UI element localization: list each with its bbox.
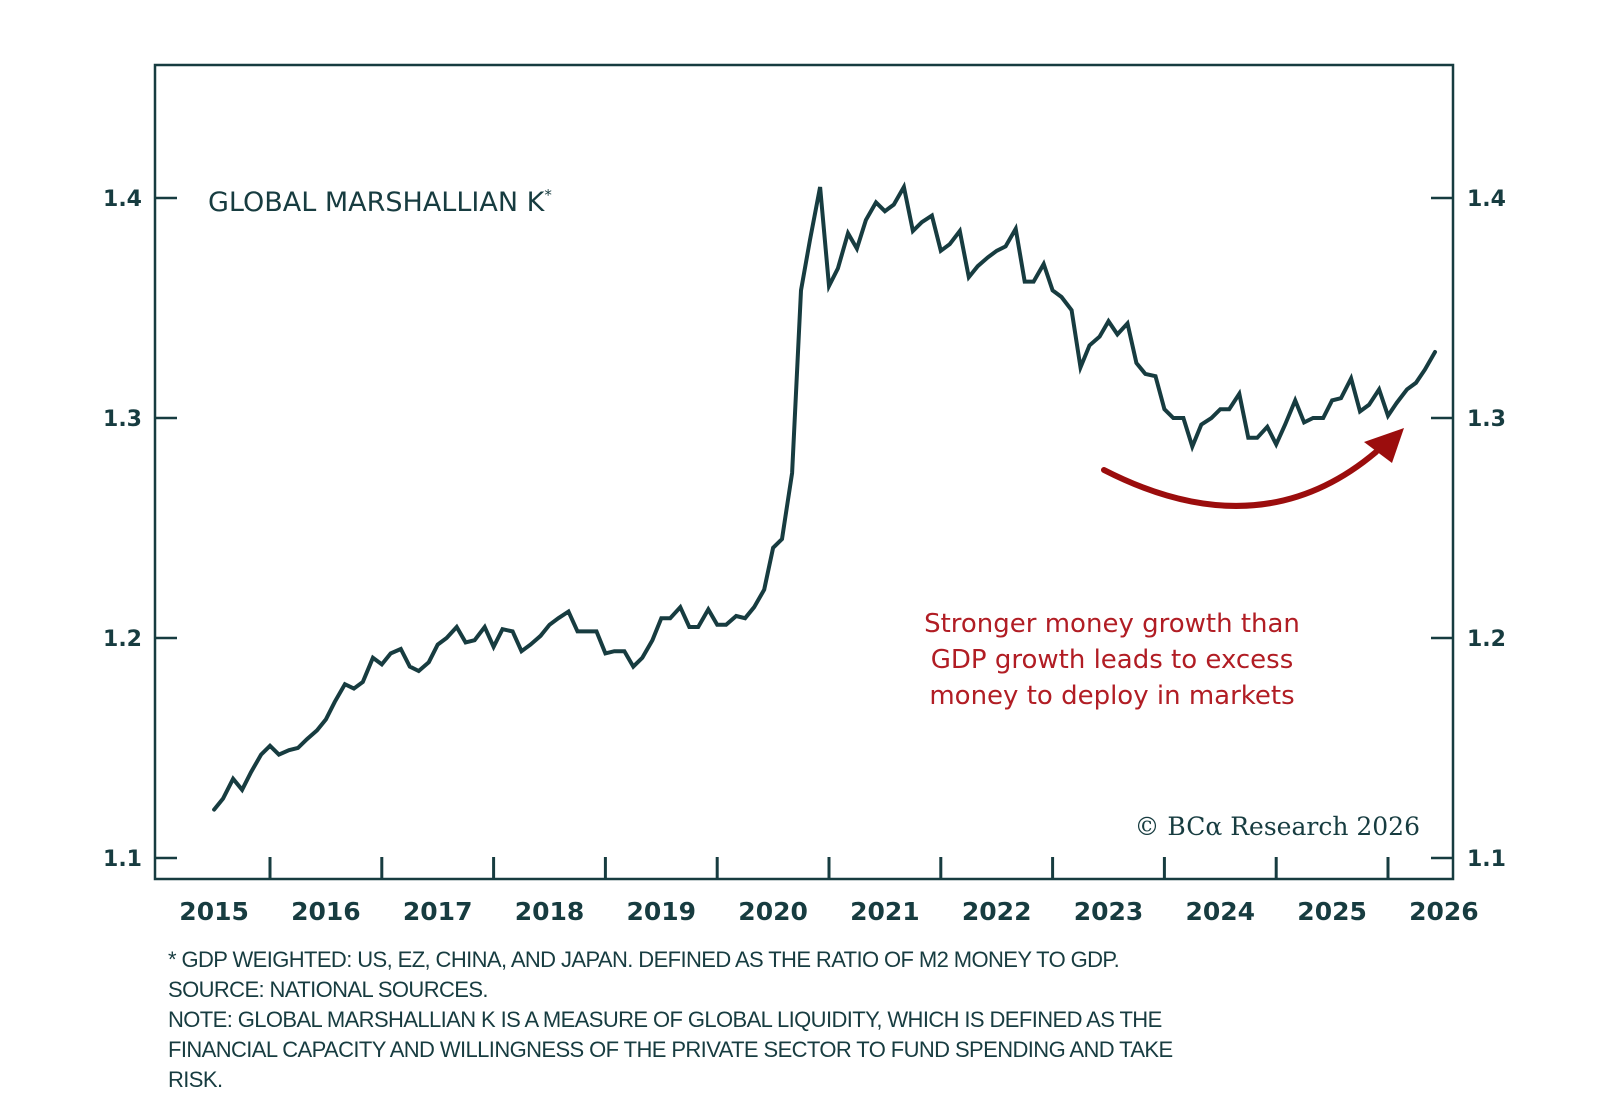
y-tick-label-right: 1.1 (1467, 847, 1506, 872)
x-axis-ticks: 2015 2016 2017 2018 2019 2020 2021 2022 2023 2024… (179, 857, 1479, 926)
y-tick-label-left: 1.2 (103, 627, 142, 652)
y-tick-label-left: 1.4 (103, 187, 142, 212)
footnotes: * GDP WEIGHTED: US, EZ, CHINA, AND JAPAN… (168, 945, 1548, 1095)
x-tick-label: 2015 (179, 897, 249, 926)
series-line (212, 181, 1437, 812)
plot-border (153, 63, 1455, 881)
x-tick-label: 2023 (1074, 897, 1144, 926)
footnote-line: SOURCE: NATIONAL SOURCES. (168, 977, 489, 1002)
x-tick-label: 2022 (962, 897, 1032, 926)
footnote-line: RISK. (168, 1067, 223, 1092)
footnote-line: NOTE: GLOBAL MARSHALLIAN K IS A MEASURE … (168, 1007, 1162, 1032)
chart-title-marker: * (544, 186, 552, 204)
footnote-line: * GDP WEIGHTED: US, EZ, CHINA, AND JAPAN… (168, 947, 1120, 972)
x-tick-label: 2020 (738, 897, 808, 926)
x-tick-label: 2024 (1186, 897, 1256, 926)
y-tick-label-left: 1.3 (103, 407, 142, 432)
trend-arrow (1101, 428, 1404, 509)
series-layer (212, 181, 1437, 812)
copyright-text: © BCα Research 2026 (1134, 812, 1420, 841)
annotation-line: money to deploy in markets (929, 681, 1294, 711)
x-tick-label: 2016 (291, 897, 361, 926)
x-tick-label: 2018 (515, 897, 585, 926)
annotation-text: Stronger money growth than GDP growth lea… (924, 609, 1300, 711)
y-tick-label-right: 1.4 (1467, 187, 1506, 212)
x-tick-label: 2017 (403, 897, 473, 926)
plot-frame (153, 63, 1455, 881)
y-axis-ticks: 1.1 1.1 1.2 1.2 1.3 1.3 1.4 1.4 (103, 187, 1506, 872)
x-tick-label: 2019 (627, 897, 697, 926)
chart-title-text: GLOBAL MARSHALLIAN K (208, 187, 546, 218)
annotation-line: GDP growth leads to excess (931, 645, 1294, 675)
arrow-curve (1101, 449, 1379, 509)
annotation-line: Stronger money growth than (924, 609, 1300, 639)
x-tick-label: 2026 (1409, 897, 1479, 926)
y-tick-label-right: 1.2 (1467, 627, 1506, 652)
y-tick-label-left: 1.1 (103, 847, 142, 872)
x-tick-label: 2025 (1297, 897, 1367, 926)
chart-title: GLOBAL MARSHALLIAN K* (208, 186, 552, 218)
x-tick-label: 2021 (850, 897, 920, 926)
arrowhead (1364, 428, 1404, 463)
footnote-line: FINANCIAL CAPACITY AND WILLINGNESS OF TH… (168, 1037, 1173, 1062)
y-tick-label-right: 1.3 (1467, 407, 1506, 432)
